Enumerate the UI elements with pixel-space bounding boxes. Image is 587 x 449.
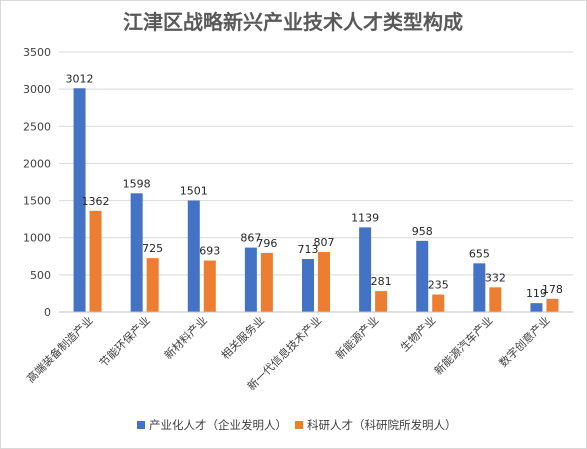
data-label: 1501 <box>180 184 208 197</box>
data-label: 807 <box>314 236 335 249</box>
bar-industry <box>473 263 486 312</box>
bar-industry <box>359 227 372 312</box>
bar-industry <box>130 193 143 312</box>
data-label: 725 <box>142 242 163 255</box>
chart-title: 江津区战略新兴产业技术人才类型构成 <box>123 10 463 34</box>
legend-label: 产业化人才（企业发明人） <box>149 418 287 432</box>
bar-research <box>489 287 502 312</box>
bar-research <box>375 291 388 312</box>
category-label: 新材料产业 <box>161 313 210 362</box>
data-label: 713 <box>298 243 319 256</box>
category-label: 新能源产业 <box>332 313 381 362</box>
bar-research <box>146 258 159 312</box>
category-label: 新能源汽车产业 <box>431 313 495 377</box>
y-tick-label: 3500 <box>23 46 51 59</box>
legend-label: 科研人才（科研院所发明人） <box>307 418 457 432</box>
bar-industry <box>187 200 200 312</box>
bar-industry <box>244 247 257 312</box>
data-label: 1139 <box>351 211 379 224</box>
y-axis-ticks: 0 500 1000 1500 2000 2500 3000 3500 <box>23 46 51 319</box>
bar-research <box>546 298 559 312</box>
bar-industry <box>73 88 86 312</box>
bars <box>73 88 559 312</box>
category-label: 数字创意产业 <box>496 313 553 370</box>
data-label: 332 <box>485 271 506 284</box>
data-label: 178 <box>542 283 563 296</box>
y-tick-label: 500 <box>30 269 51 282</box>
gridlines <box>59 51 573 276</box>
data-label: 235 <box>428 279 449 292</box>
legend: 产业化人才（企业发明人） 科研人才（科研院所发明人） <box>137 418 457 432</box>
data-label: 693 <box>199 245 220 258</box>
bar-research <box>432 294 445 312</box>
bar-industry <box>530 303 543 312</box>
bar-research <box>260 252 273 312</box>
data-label: 1598 <box>123 177 151 190</box>
y-tick-label: 3000 <box>23 83 51 96</box>
legend-swatch <box>137 421 145 429</box>
bar-industry <box>302 259 314 312</box>
data-label: 281 <box>371 275 392 288</box>
data-label: 958 <box>412 225 433 238</box>
bar-research <box>318 252 330 312</box>
y-tick-label: 1500 <box>23 195 51 208</box>
category-label: 生物产业 <box>397 313 438 354</box>
data-label: 867 <box>240 232 261 245</box>
y-tick-label: 0 <box>44 306 51 319</box>
category-label: 高端装备制造产业 <box>24 313 96 385</box>
data-label: 3012 <box>66 72 94 85</box>
y-tick-label: 1000 <box>23 232 51 245</box>
bar-research <box>89 210 102 312</box>
data-label: 655 <box>469 247 490 260</box>
data-label: 796 <box>256 237 277 250</box>
data-label: 119 <box>526 287 547 300</box>
bar-industry <box>416 240 429 312</box>
y-tick-label: 2000 <box>23 157 51 170</box>
y-tick-label: 2500 <box>23 120 51 133</box>
bar-research <box>203 260 216 312</box>
category-label: 相关服务业 <box>218 313 267 362</box>
data-label: 1362 <box>82 195 110 208</box>
category-label: 节能环保产业 <box>96 313 153 370</box>
legend-swatch <box>295 421 303 429</box>
